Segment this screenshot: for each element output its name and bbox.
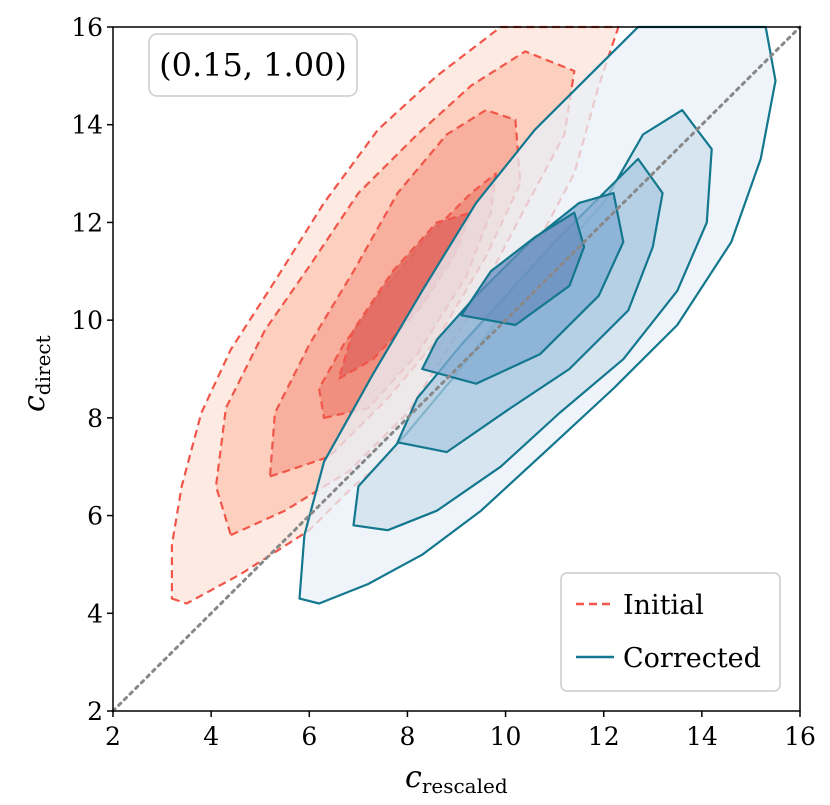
y-tick-label: 4 [87, 599, 103, 628]
x-tick-label: 2 [105, 722, 121, 751]
contour-initial-level-5 [337, 211, 473, 380]
x-tick-label: 16 [784, 722, 816, 751]
annotation-text: (0.15, 1.00) [159, 46, 347, 84]
contour-corrected-level-5 [460, 211, 586, 327]
y-tick-label: 8 [87, 404, 103, 433]
legend-label-initial: Initial [623, 590, 704, 621]
legend: Initial Corrected [560, 572, 781, 692]
identity-reference-line [111, 25, 802, 713]
y-tick-label: 10 [71, 306, 103, 335]
contour-layer [170, 25, 777, 605]
legend-label-corrected: Corrected [623, 643, 761, 674]
annotation-box: (0.15, 1.00) [148, 33, 358, 97]
y-axis-ticks: 2 4 6 8 10 12 14 16 [71, 13, 113, 726]
x-tick-label: 10 [490, 722, 522, 751]
x-tick-label: 4 [203, 722, 219, 751]
plot-frame [112, 26, 801, 712]
x-tick-label: 12 [588, 722, 620, 751]
legend-box [560, 572, 781, 692]
y-tick-label: 12 [71, 208, 103, 237]
x-tick-label: 14 [686, 722, 718, 751]
x-axis-label: crescaled [405, 760, 508, 798]
y-tick-label: 6 [87, 502, 103, 531]
y-axis-label: cdirect [17, 335, 55, 412]
y-tick-label: 16 [71, 13, 103, 42]
x-tick-label: 6 [301, 722, 317, 751]
contour-series-corrected [298, 25, 777, 605]
y-tick-label: 2 [87, 697, 103, 726]
x-axis-ticks: 2 4 6 8 10 12 14 16 [105, 711, 816, 751]
y-tick-label: 14 [71, 111, 103, 140]
x-tick-label: 8 [399, 722, 415, 751]
